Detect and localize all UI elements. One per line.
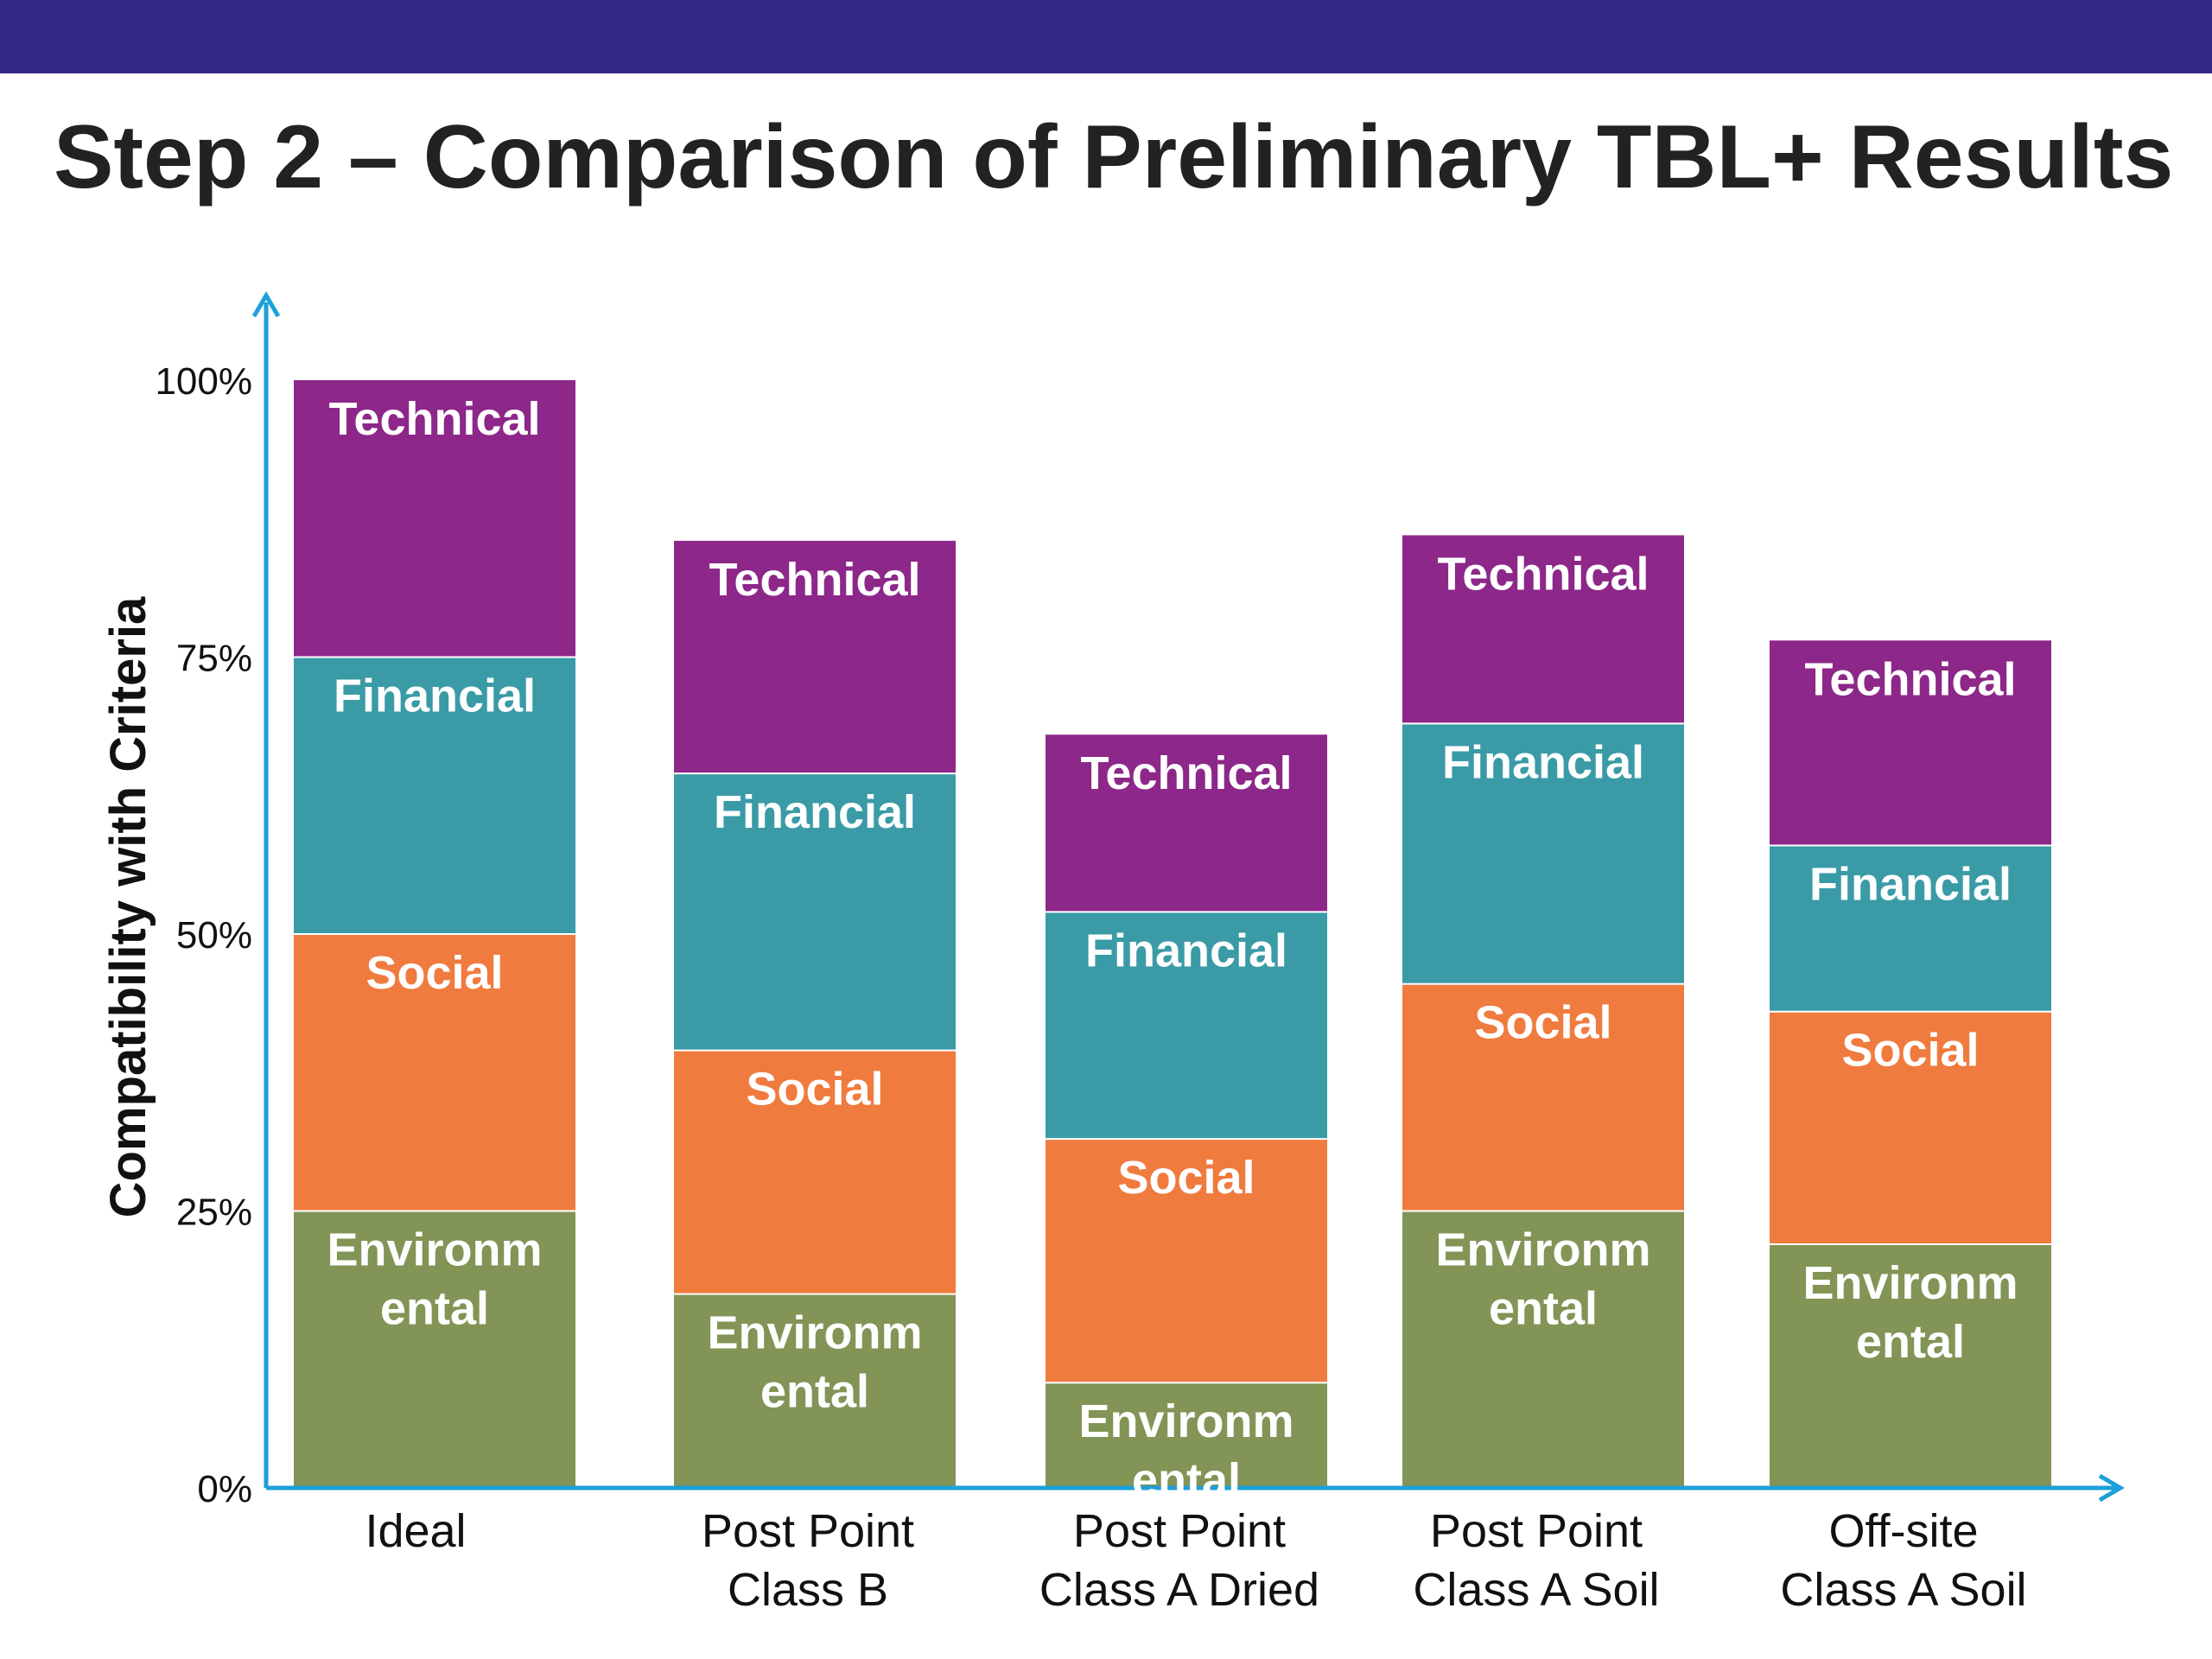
segment-label-environmental: ental [760, 1366, 869, 1418]
y-tick-label: 100% [155, 360, 252, 403]
segment-label-environmental: Environm [327, 1224, 542, 1276]
category-label: Post Point [1430, 1505, 1643, 1557]
bar-segment-environmental [1046, 1382, 1327, 1488]
top-color-band [0, 0, 2212, 73]
category-label: Class B [728, 1564, 888, 1616]
category-label: Off-site [1828, 1505, 1978, 1557]
text-layer: Environm ental Social Financial Technical Ide… [100, 360, 2027, 1616]
segment-label-environmental: ental [1489, 1283, 1598, 1335]
y-tick-label: 75% [176, 638, 252, 680]
bar-segment-technical [1046, 734, 1327, 912]
category-label: Class A Dried [1039, 1564, 1319, 1616]
y-axis-arrowhead [251, 291, 281, 318]
bar-segment-financial [1046, 912, 1327, 1140]
bar-segment-technical [294, 380, 575, 658]
bar-segment-technical [674, 540, 956, 774]
bar-segment-financial [1770, 845, 2051, 1012]
segment-label-social: Social [1117, 1152, 1255, 1204]
bar-segment-environmental [674, 1294, 956, 1488]
bar-segment-technical [1770, 640, 2051, 846]
segment-label-environmental: Environm [1802, 1257, 2018, 1309]
segment-label-technical: Technical [1080, 747, 1292, 799]
segment-label-technical: Technical [1804, 653, 2016, 705]
segment-label-environmental: ental [380, 1283, 489, 1335]
category-label: Post Point [702, 1505, 914, 1557]
category-label: Class A Soil [1413, 1564, 1659, 1616]
segment-label-financial: Financial [1085, 925, 1287, 976]
segment-label-technical: Technical [1437, 548, 1649, 600]
bar-segment-social [1046, 1139, 1327, 1383]
segment-label-social: Social [1841, 1025, 1979, 1077]
segment-label-social: Social [1474, 997, 1611, 1049]
bar-segment-environmental [1770, 1243, 2051, 1488]
bar-segment-environmental [294, 1211, 575, 1488]
axes-layer [251, 291, 2125, 1503]
y-tick-label: 0% [197, 1468, 252, 1510]
segment-label-environmental: ental [1856, 1316, 1965, 1368]
segment-label-financial: Financial [1442, 736, 1644, 788]
segment-label-social: Social [365, 947, 503, 999]
bar-segment-financial [294, 657, 575, 934]
segment-label-technical: Technical [709, 554, 920, 606]
slide-title: Step 2 – Comparison of Preliminary TBL+ … [54, 107, 2174, 207]
bar-segment-social [1770, 1011, 2051, 1244]
bars-layer [294, 380, 2051, 1488]
x-axis-arrowhead [2098, 1473, 2125, 1503]
segment-label-financial: Financial [714, 786, 916, 838]
category-label: Post Point [1073, 1505, 1286, 1557]
segment-label-financial: Financial [1809, 858, 2012, 910]
segment-label-technical: Technical [328, 393, 540, 445]
bar-segment-financial [674, 773, 956, 1051]
bar-segment-social [1402, 983, 1684, 1211]
y-axis-title: Compatibility with Criteria [100, 596, 156, 1217]
bar-segment-social [294, 934, 575, 1211]
segment-label-environmental: Environm [1078, 1395, 1294, 1447]
y-tick-label: 25% [176, 1192, 252, 1234]
category-label: Ideal [365, 1505, 466, 1557]
bar-segment-environmental [1402, 1211, 1684, 1488]
category-label: Class A Soil [1780, 1564, 2026, 1616]
segment-label-environmental: Environm [1435, 1224, 1650, 1276]
segment-label-environmental: ental [1132, 1454, 1241, 1506]
segment-label-social: Social [746, 1064, 883, 1116]
bar-segment-social [674, 1050, 956, 1294]
y-tick-label: 50% [176, 914, 252, 957]
segment-label-financial: Financial [334, 671, 536, 722]
bar-segment-financial [1402, 723, 1684, 984]
bar-segment-technical [1402, 535, 1684, 724]
segment-label-environmental: Environm [707, 1307, 922, 1359]
